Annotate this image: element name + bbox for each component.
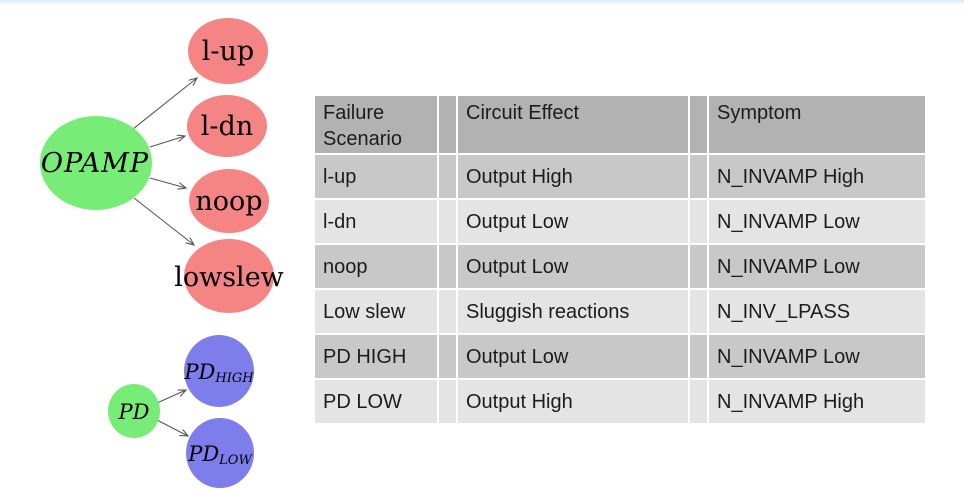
node-l-up-label: l-up: [202, 36, 254, 67]
arrow-pd-pdhigh: [156, 390, 186, 404]
cell-symptom: N_INVAMP High: [709, 380, 925, 423]
arrow-opamp-l-dn: [149, 136, 185, 148]
header-spacer-2: [690, 96, 707, 153]
node-pd: [108, 384, 160, 438]
node-l-dn-label: l-dn: [201, 111, 253, 142]
header-spacer-1: [439, 96, 456, 153]
cell-effect: Output High: [458, 380, 688, 423]
cell-effect: Output Low: [458, 335, 688, 378]
fault-tree-diagram: OPAMP l-up l-dn noop lowslew PD PDHIGH P…: [40, 18, 284, 488]
node-pd-label: PD: [118, 400, 150, 424]
cell-spacer: [690, 290, 707, 333]
cell-effect: Sluggish reactions: [458, 290, 688, 333]
node-pd-low-label: PDLOW: [187, 442, 253, 468]
cell-spacer: [439, 200, 456, 243]
arrow-opamp-l-up: [132, 78, 197, 130]
header-cell-symptom: Symptom: [709, 96, 925, 153]
node-opamp: [40, 116, 152, 210]
cell-symptom: N_INVAMP Low: [709, 245, 925, 288]
node-lowslew: [184, 239, 274, 313]
cell-spacer: [439, 380, 456, 423]
arrow-pd-pdlow: [156, 419, 188, 436]
window-top-edge: [0, 0, 964, 5]
cell-symptom: N_INVAMP Low: [709, 200, 925, 243]
cell-scenario: noop: [315, 245, 437, 288]
cell-symptom: N_INVAMP Low: [709, 335, 925, 378]
node-pd-high: [184, 335, 254, 407]
diagram-arrows: [132, 78, 197, 436]
cell-effect: Output Low: [458, 245, 688, 288]
cell-scenario: PD HIGH: [315, 335, 437, 378]
node-pd-high-label: PDHIGH: [183, 360, 254, 386]
cell-spacer: [690, 155, 707, 198]
cell-spacer: [439, 155, 456, 198]
cell-spacer: [439, 290, 456, 333]
node-l-up: [188, 18, 268, 84]
node-opamp-label: OPAMP: [41, 148, 149, 179]
node-noop-label: noop: [195, 186, 262, 217]
node-lowslew-label: lowslew: [174, 262, 284, 293]
cell-spacer: [690, 335, 707, 378]
cell-spacer: [439, 335, 456, 378]
arrow-opamp-lowslew: [133, 197, 194, 245]
header-cell-circuit-effect: Circuit Effect: [458, 96, 688, 153]
cell-effect: Output High: [458, 155, 688, 198]
cell-scenario: Low slew: [315, 290, 437, 333]
arrow-opamp-noop: [149, 177, 186, 188]
node-noop: [189, 169, 269, 233]
cell-spacer: [690, 200, 707, 243]
failure-scenario-table: Failure Scenario Circuit Effect Symptom …: [315, 96, 925, 423]
cell-scenario: PD LOW: [315, 380, 437, 423]
cell-effect: Output Low: [458, 200, 688, 243]
node-l-dn: [187, 95, 267, 157]
cell-spacer: [690, 380, 707, 423]
cell-scenario: l-up: [315, 155, 437, 198]
cell-scenario: l-dn: [315, 200, 437, 243]
node-pd-low: [186, 418, 254, 488]
cell-spacer: [690, 245, 707, 288]
cell-symptom: N_INVAMP High: [709, 155, 925, 198]
cell-spacer: [439, 245, 456, 288]
cell-symptom: N_INV_LPASS: [709, 290, 925, 333]
header-cell-failure-scenario: Failure Scenario: [315, 96, 437, 153]
